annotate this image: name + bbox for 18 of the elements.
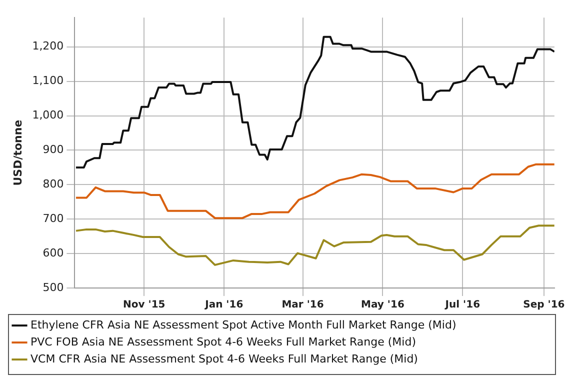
x-tick-label: Mar '16 [282, 300, 324, 311]
y-tick-label: 700 [42, 212, 64, 225]
legend-label: VCM CFR Asia NE Assessment Spot 4-6 Weeks Full Market Range (Mid) [30, 352, 418, 366]
y-axis-title: USD/tonne [11, 120, 24, 186]
x-tick-label: Nov '15 [123, 300, 166, 311]
legend-label: Ethylene CFR Asia NE Assessment Spot Active Month Full Market Range (Mid) [30, 318, 456, 332]
y-tick-label: 1,200 [32, 40, 64, 53]
x-tick-label: Jul '16 [444, 300, 480, 311]
legend-label: PVC FOB Asia NE Assessment Spot 4-6 Weeks Full Market Range (Mid) [30, 335, 416, 348]
y-tick-label: 600 [42, 246, 64, 260]
y-tick-label: 900 [42, 143, 64, 156]
x-tick-label: Sep '16 [523, 300, 565, 311]
x-tick-label: May '16 [361, 300, 404, 311]
x-tick-label: Jan '16 [204, 300, 244, 311]
y-tick-label: 1,100 [32, 74, 64, 88]
y-tick-label: 800 [42, 178, 64, 191]
y-tick-label: 500 [42, 280, 64, 294]
y-tick-label: 1,000 [32, 108, 64, 122]
